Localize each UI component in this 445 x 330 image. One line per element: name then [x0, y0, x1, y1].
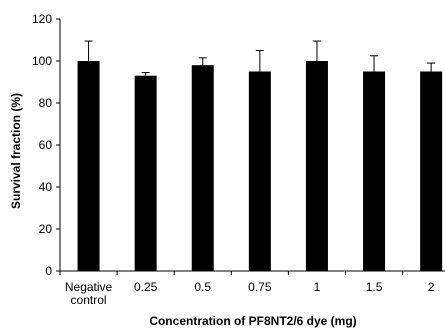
- x-axis-ticks: Negative control 0.25 0.5 0.75 1 1.5 2: [59, 271, 435, 307]
- bar-series: [77, 61, 443, 271]
- x-tick-label: 0.5: [194, 280, 211, 294]
- x-tick-label: 0.25: [134, 280, 158, 294]
- x-tick-label: 2: [428, 280, 435, 294]
- bar: [77, 61, 100, 271]
- y-tick-label: 20: [39, 222, 53, 236]
- error-bar: [198, 57, 207, 66]
- y-tick-label: 120: [32, 12, 52, 26]
- y-tick-label: 0: [45, 264, 52, 278]
- x-axis-label: Concentration of PF8NT2/6 dye (mg): [149, 314, 356, 328]
- y-tick-label: 100: [32, 54, 52, 68]
- error-bar: [312, 40, 321, 61]
- axes: [59, 19, 445, 272]
- error-bar: [255, 50, 264, 72]
- y-axis-ticks: 0 20 40 60 80 100 120: [32, 12, 60, 278]
- x-tick-label: Negative control: [65, 280, 113, 307]
- bar: [305, 61, 328, 271]
- error-bars: [84, 40, 436, 76]
- y-axis-label: Survival fraction (%): [9, 93, 23, 209]
- bar: [420, 71, 443, 271]
- error-bar: [370, 55, 379, 72]
- bar: [134, 75, 157, 271]
- error-bar: [141, 72, 150, 76]
- bar: [248, 71, 271, 271]
- y-tick-label: 80: [39, 96, 53, 110]
- error-bar: [84, 40, 93, 61]
- x-tick-label: 1: [314, 280, 321, 294]
- bar: [363, 71, 386, 271]
- y-tick-label: 60: [39, 138, 53, 152]
- x-tick-label: 1.5: [366, 280, 383, 294]
- error-bar: [427, 62, 436, 72]
- x-tick-label: 0.75: [248, 280, 272, 294]
- y-tick-label: 40: [39, 180, 53, 194]
- bar: [191, 65, 214, 271]
